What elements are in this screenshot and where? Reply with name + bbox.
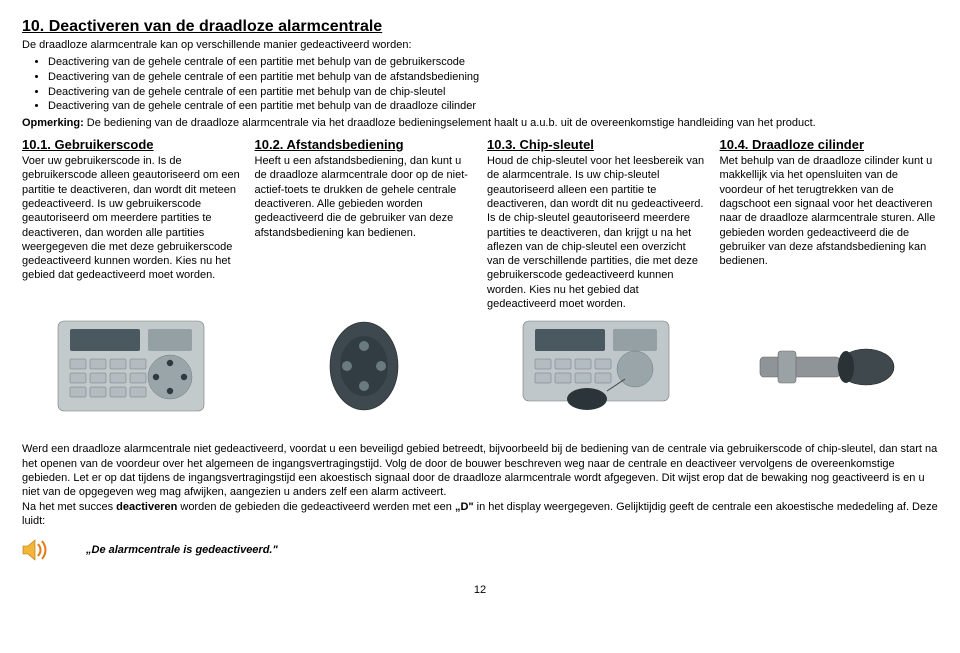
- bottom-block: Werd een draadloze alarmcentrale niet ge…: [22, 442, 938, 528]
- col-title: 10.3. Chip-sleutel: [487, 137, 706, 152]
- bottom-p2-pre: Na het met succes: [22, 501, 116, 513]
- col-1: 10.1. Gebruikerscode Voer uw gebruikersc…: [22, 137, 241, 311]
- bullet-item: Deactivering van de gehele centrale of e…: [48, 70, 938, 85]
- bottom-p2-bold1: deactiveren: [116, 501, 177, 513]
- speaker-icon: [22, 538, 52, 562]
- col-text: Houd de chip-sleutel voor het leesbereik…: [487, 154, 706, 311]
- quote-text: „De alarmcentrale is gedeactiveerd.": [86, 544, 278, 556]
- image-row: [22, 319, 938, 414]
- keypad-image: [22, 319, 241, 414]
- cylinder-image: [720, 337, 939, 397]
- reader-image: [487, 319, 706, 414]
- col-title: 10.1. Gebruikerscode: [22, 137, 241, 152]
- col-text: Heeft u een afstandsbediening, dan kunt …: [255, 154, 474, 240]
- col-4: 10.4. Draadloze cilinder Met behulp van …: [720, 137, 939, 311]
- col-text: Voer uw gebruikerscode in. Is de gebruik…: [22, 154, 241, 283]
- columns: 10.1. Gebruikerscode Voer uw gebruikersc…: [22, 137, 938, 311]
- bullet-item: Deactivering van de gehele centrale of e…: [48, 85, 938, 100]
- bottom-p2-mid: worden de gebieden die gedeactiveerd wer…: [177, 501, 455, 513]
- quote-row: „De alarmcentrale is gedeactiveerd.": [22, 538, 938, 562]
- note-line: Opmerking: De bediening van de draadloze…: [22, 116, 938, 131]
- bottom-p1: Werd een draadloze alarmcentrale niet ge…: [22, 443, 937, 498]
- remote-image: [255, 319, 474, 414]
- intro-text: De draadloze alarmcentrale kan op versch…: [22, 38, 938, 53]
- bottom-p2-bold2: „D": [455, 501, 474, 513]
- col-text: Met behulp van de draadloze cilinder kun…: [720, 154, 939, 268]
- bullet-list: Deactivering van de gehele centrale of e…: [48, 55, 938, 114]
- bullet-item: Deactivering van de gehele centrale of e…: [48, 55, 938, 70]
- col-title: 10.2. Afstandsbediening: [255, 137, 474, 152]
- bullet-item: Deactivering van de gehele centrale of e…: [48, 99, 938, 114]
- page-number: 12: [22, 584, 938, 596]
- note-label: Opmerking:: [22, 117, 84, 129]
- col-2: 10.2. Afstandsbediening Heeft u een afst…: [255, 137, 474, 311]
- note-text: De bediening van de draadloze alarmcentr…: [84, 117, 816, 129]
- col-3: 10.3. Chip-sleutel Houd de chip-sleutel …: [487, 137, 706, 311]
- section-title: 10. Deactiveren van de draadloze alarmce…: [22, 18, 938, 36]
- col-title: 10.4. Draadloze cilinder: [720, 137, 939, 152]
